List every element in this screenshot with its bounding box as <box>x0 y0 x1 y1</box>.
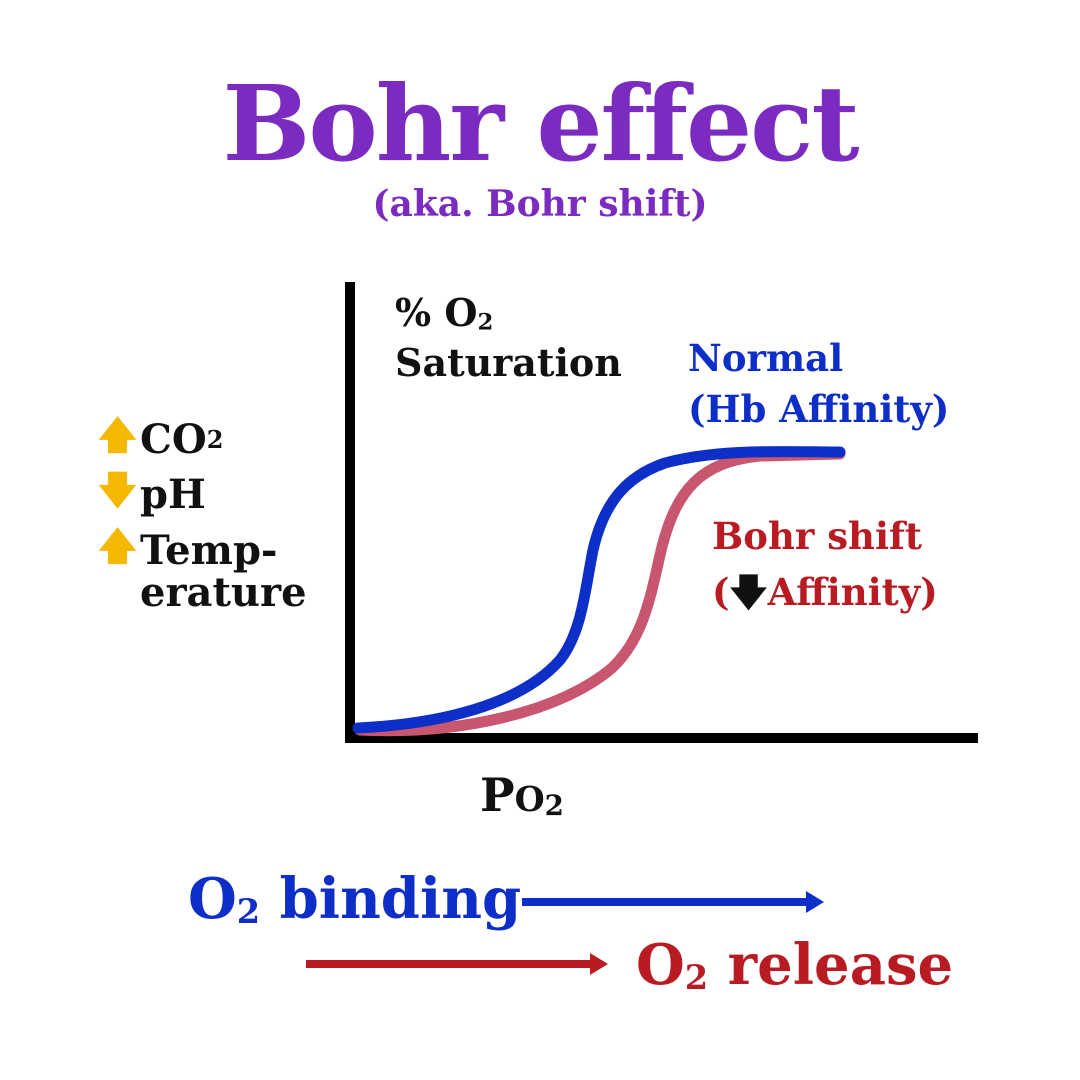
normal-curve-label: Normal <box>688 336 844 380</box>
factor-ph: 🡇 pH <box>98 462 206 527</box>
binding-arrow-head <box>806 891 824 913</box>
up-arrow-icon: 🡅 <box>98 412 138 457</box>
down-arrow-icon: 🡇 <box>729 570 768 614</box>
factor-co2: 🡅 CO 2 <box>98 407 223 472</box>
normal-curve <box>352 446 846 734</box>
bohr-shift-curve <box>354 448 846 737</box>
page-title: Bohr effect <box>222 62 859 185</box>
y-axis-label-line2: Saturation <box>395 340 622 385</box>
bohr-shift-label: Bohr shift <box>712 514 923 558</box>
normal-curve-sublabel: (Hb Affinity) <box>688 387 950 431</box>
factor-temperature-continued: erature <box>140 569 307 616</box>
release-arrow-head <box>590 953 608 975</box>
y-axis-label: % O2 <box>395 290 494 336</box>
o2-binding-label: O2 binding <box>188 866 522 932</box>
down-arrow-icon: 🡇 <box>98 467 138 512</box>
bohr-shift-sublabel: (🡇Affinity) <box>712 570 938 614</box>
up-arrow-icon: 🡅 <box>98 523 138 568</box>
page-subtitle: (aka. Bohr shift) <box>372 183 708 225</box>
o2-release-label: O2 release <box>636 932 954 998</box>
factor-temperature: 🡅 Temp- <box>98 518 278 583</box>
x-axis-label: PO2 <box>480 768 564 823</box>
